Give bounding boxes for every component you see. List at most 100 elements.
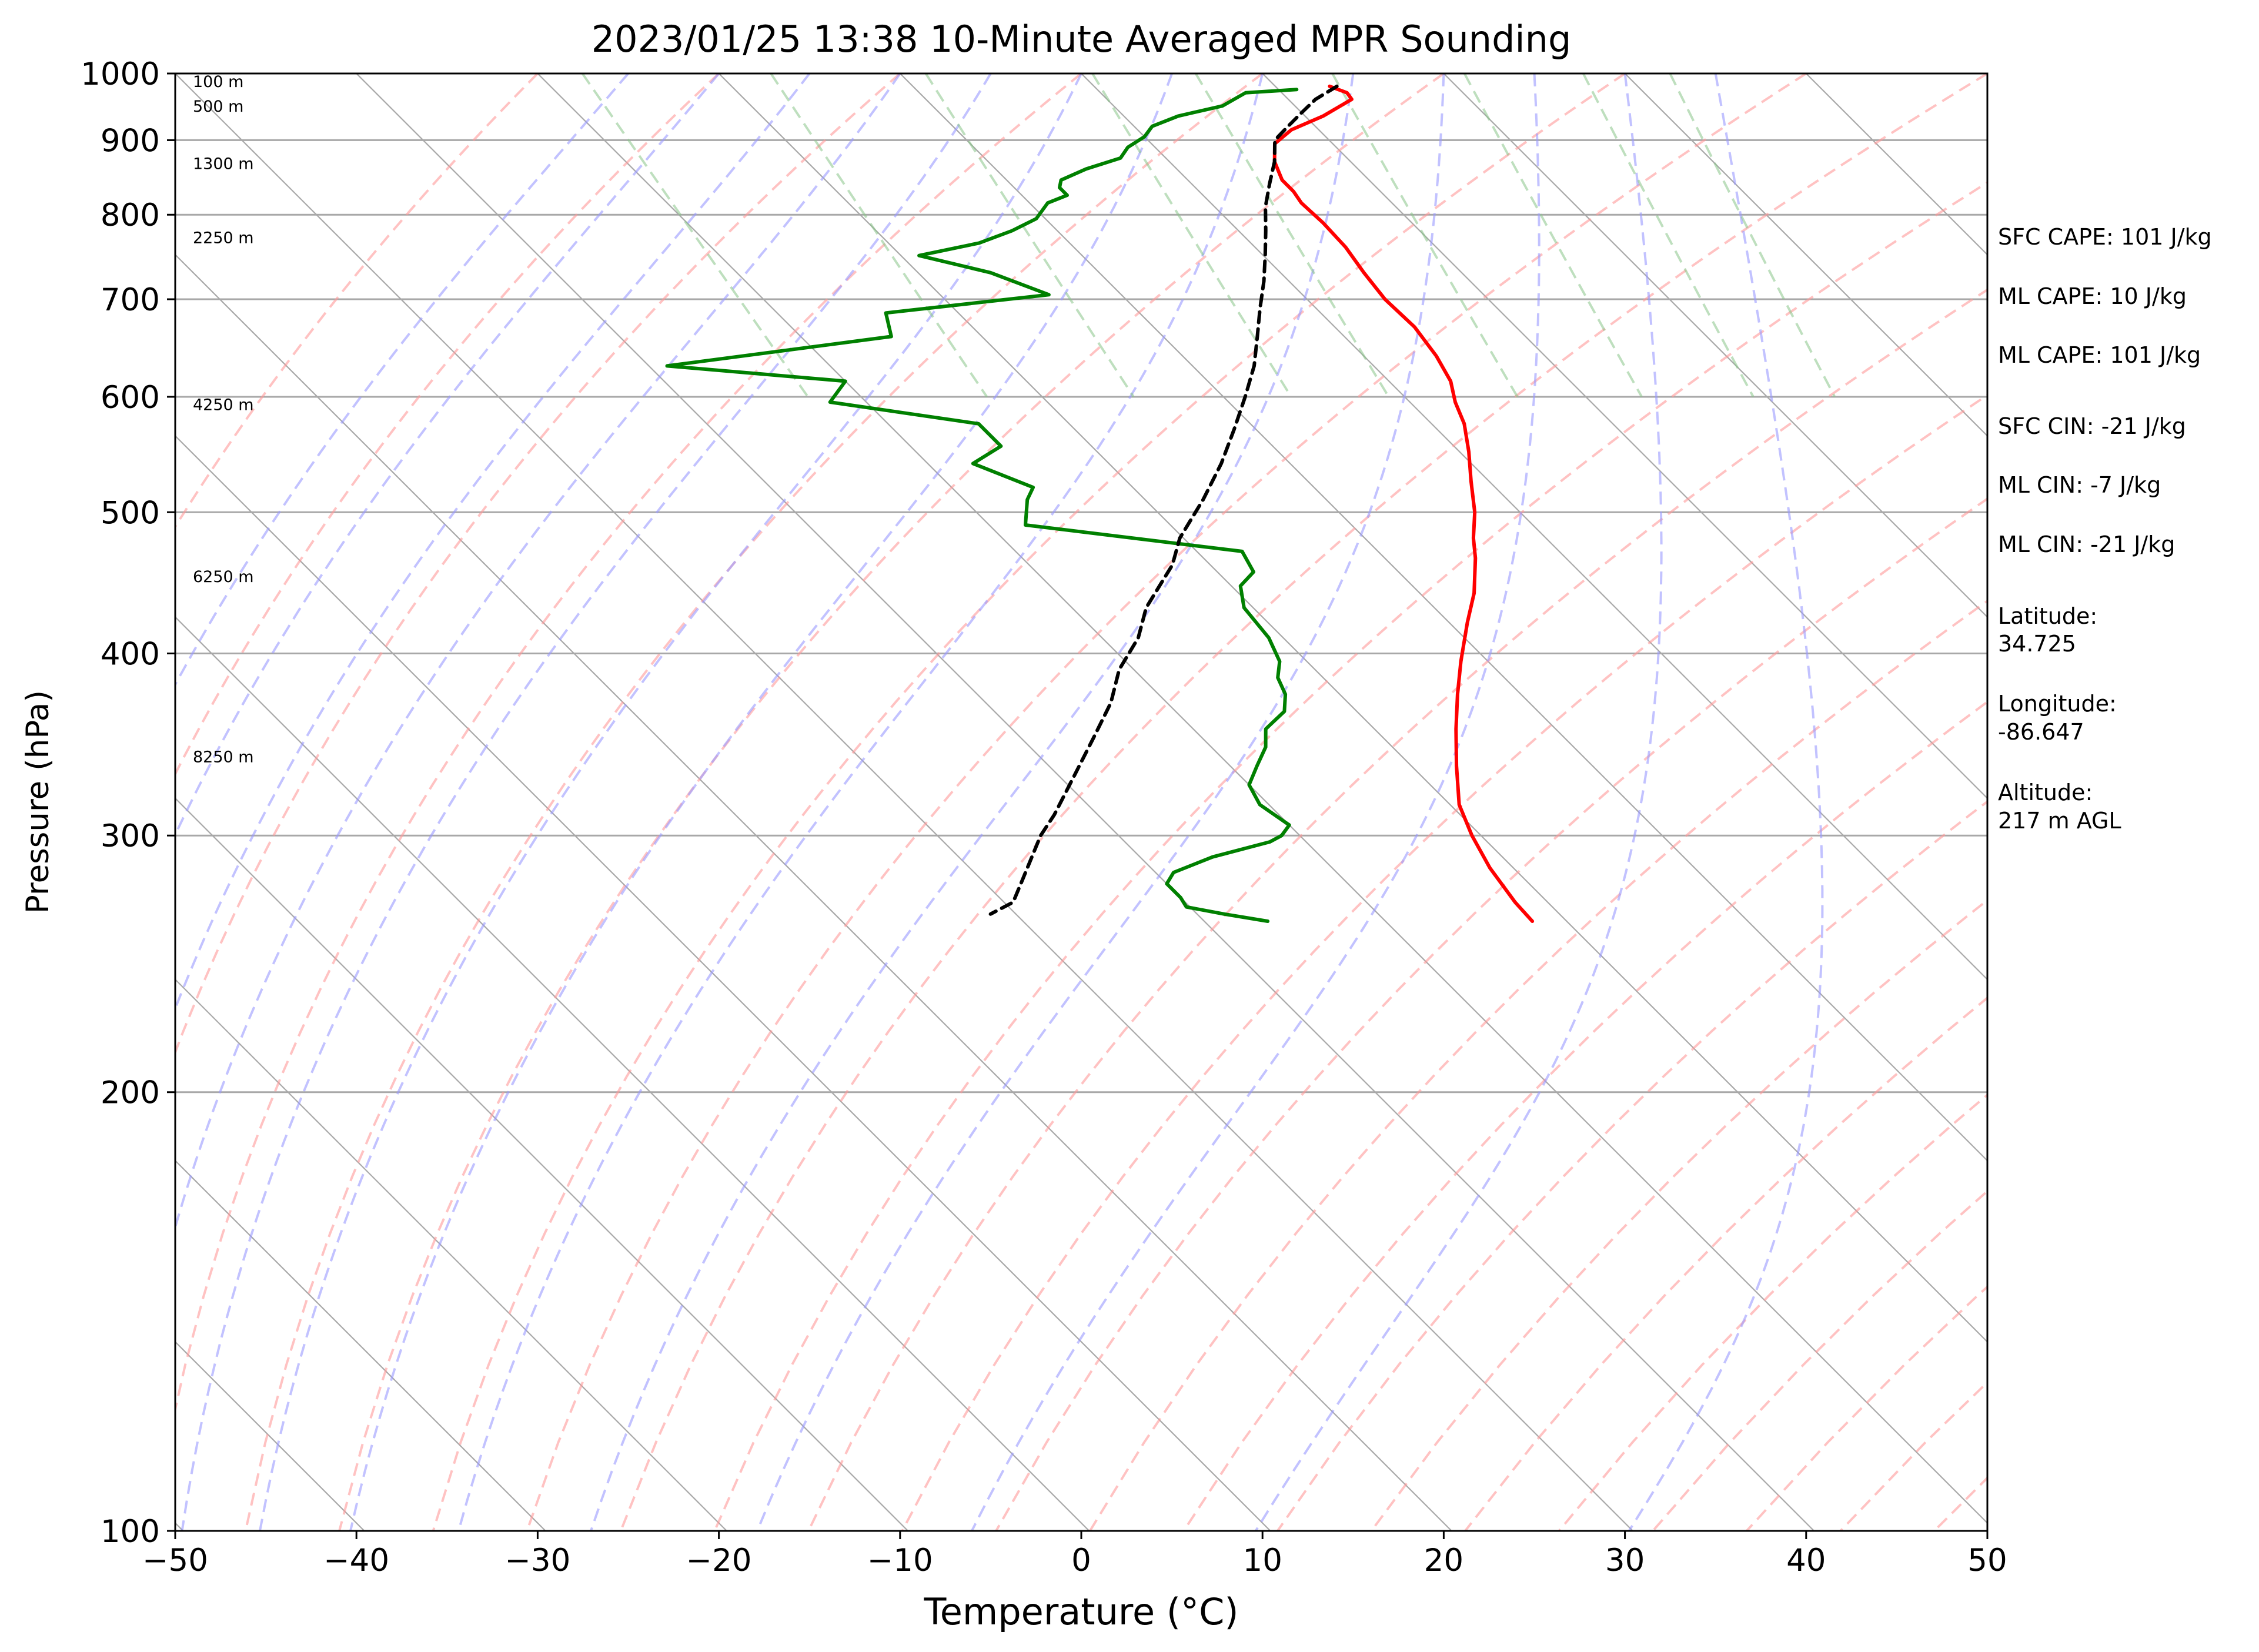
isotherm-line <box>175 434 1271 1531</box>
mixing-ratio-line <box>924 73 1135 398</box>
height-labels: 8250 m 6250 m 4250 m 2250 m 1300 m 500 m 100 m <box>193 73 254 766</box>
moist-adiabat-line <box>1628 73 1824 1531</box>
isotherm-line <box>175 616 1090 1531</box>
moist-adiabat-line <box>590 73 1355 1531</box>
x-tick-label: −20 <box>686 1543 752 1579</box>
moist-adiabat-line <box>181 73 992 1531</box>
dry-adiabat-line <box>807 288 1987 1531</box>
chart-title: 2023/01/25 13:38 10-Minute Averaged MPR … <box>592 18 1572 61</box>
moist-adiabat-line <box>175 73 720 838</box>
isotherm-line <box>718 73 1987 1343</box>
ml-cape-text-1: ML CAPE: 10 J/kg <box>1998 283 2187 309</box>
y-tick-label: 700 <box>101 282 160 318</box>
dry-adiabat-line <box>175 73 720 777</box>
sounding-series <box>665 84 1535 923</box>
mixing-ratio-line <box>770 73 988 398</box>
dewpoint-line <box>665 88 1299 923</box>
longitude-value: -86.647 <box>1998 719 2084 745</box>
moist-adiabat-line <box>971 73 1540 1531</box>
dry-adiabat-line <box>175 73 901 1056</box>
moist-adiabat-line <box>349 73 1173 1531</box>
y-tick-label: 800 <box>101 198 160 233</box>
y-tick-label: 400 <box>101 636 160 672</box>
mixing-ratio-line <box>1091 73 1292 398</box>
y-tick-label: 500 <box>101 495 160 531</box>
dry-adiabat-line <box>338 73 1445 1531</box>
isotherm-line <box>356 73 1814 1531</box>
height-label: 8250 m <box>193 748 254 766</box>
isotherm-line <box>175 73 1633 1531</box>
moist-adiabat-line <box>457 73 1264 1531</box>
x-axis-label: Temperature (°C) <box>923 1590 1238 1633</box>
x-tick-label: 50 <box>1967 1543 2007 1579</box>
x-tick-label: 0 <box>1071 1543 1091 1579</box>
isotherm-line <box>175 797 908 1531</box>
latitude-value: 34.725 <box>1998 631 2076 657</box>
altitude-label: Altitude: <box>1998 780 2093 805</box>
height-label: 2250 m <box>193 229 254 248</box>
x-tick-label: −40 <box>323 1543 389 1579</box>
y-tick-label: 600 <box>101 380 160 416</box>
x-tick-label: 30 <box>1605 1543 1645 1579</box>
height-label: 4250 m <box>193 396 254 414</box>
moist-adiabat-line <box>175 73 901 1232</box>
latitude-label: Latitude: <box>1998 603 2097 629</box>
longitude-label: Longitude: <box>1998 691 2117 717</box>
height-label: 500 m <box>193 98 243 116</box>
moist-adiabat-line <box>259 73 1082 1531</box>
isotherm-line <box>1624 73 1987 437</box>
moist-adiabat-line <box>175 73 811 1012</box>
x-tick-label: −30 <box>504 1543 570 1579</box>
y-tick-label: 200 <box>101 1075 160 1111</box>
axis-ticks: −50 −40 −30 −20 −10 0 10 20 30 40 50 1000 900 800 700 6… <box>81 56 2007 1579</box>
info-panel: SFC CAPE: 101 J/kg ML CAPE: 10 J/kg ML C… <box>1998 224 2212 834</box>
y-tick-label: 300 <box>101 818 160 854</box>
dry-adiabat-line <box>901 393 1987 1531</box>
isotherm-line <box>1081 73 1987 981</box>
isotherm-line <box>175 253 1452 1531</box>
sfc-cin-text: SFC CIN: -21 J/kg <box>1998 413 2186 439</box>
dry-adiabat-line <box>1088 599 1987 1531</box>
y-tick-label: 900 <box>101 123 160 159</box>
isotherm-line <box>900 73 1987 1162</box>
altitude-value: 217 m AGL <box>1998 808 2121 834</box>
isotherm-line <box>1443 73 1987 618</box>
moist-adiabat-line <box>175 73 630 687</box>
y-tick-label: 1000 <box>81 56 160 92</box>
mixing-ratio-line <box>1463 73 1643 397</box>
height-label: 6250 m <box>193 568 254 586</box>
moist-adiabat-line <box>1254 73 1663 1531</box>
background-lines <box>175 73 1987 1531</box>
isotherm-line <box>175 978 727 1531</box>
ml-cin-text-1: ML CIN: -7 J/kg <box>1998 472 2161 498</box>
x-tick-label: 40 <box>1786 1543 1826 1579</box>
sfc-cape-text: SFC CAPE: 101 J/kg <box>1998 224 2212 250</box>
y-tick-label: 100 <box>101 1514 160 1550</box>
height-label: 100 m <box>193 73 243 91</box>
temperature-line <box>1272 84 1535 923</box>
mixing-ratio-line <box>1582 73 1755 397</box>
ml-cin-text-2: ML CIN: -21 J/kg <box>1998 531 2175 557</box>
mixing-ratio-line <box>581 73 809 398</box>
mixing-ratio-line <box>1331 73 1519 398</box>
parcel-line <box>988 84 1339 916</box>
isotherm-line <box>175 1159 546 1531</box>
x-tick-label: 10 <box>1242 1543 1282 1579</box>
isotherm-line <box>1262 73 1987 800</box>
dry-adiabat-line <box>175 73 539 529</box>
dry-adiabat-line <box>175 73 1082 1415</box>
moist-adiabat-line <box>756 73 1445 1531</box>
x-tick-label: −10 <box>867 1543 933 1579</box>
height-label: 1300 m <box>193 155 254 173</box>
x-tick-label: −50 <box>142 1543 208 1579</box>
dry-adiabat-line <box>619 73 1987 1531</box>
isotherm-line <box>537 73 1987 1524</box>
dry-adiabat-line <box>526 73 1807 1531</box>
dry-adiabat-line <box>713 181 1987 1531</box>
x-tick-label: 20 <box>1424 1543 1463 1579</box>
dry-adiabat-line <box>1276 800 1987 1531</box>
ml-cape-text-2: ML CAPE: 101 J/kg <box>1998 342 2201 368</box>
mixing-ratio-line <box>1194 73 1390 398</box>
dry-adiabat-line <box>244 73 1264 1531</box>
